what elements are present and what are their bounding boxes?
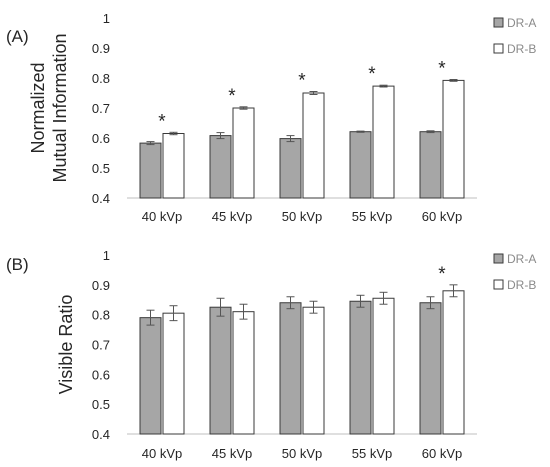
bar-dr-a-55kvp bbox=[349, 300, 372, 435]
bar-dr-a-60kvp bbox=[419, 131, 442, 199]
legend-label-dr-b: DR-B bbox=[507, 42, 536, 56]
bar-dr-b-40kvp bbox=[162, 133, 185, 199]
y-axis-label: Visible Ratio bbox=[56, 295, 76, 395]
y-tick-label: 0.4 bbox=[92, 427, 110, 442]
bar-dr-a-40kvp bbox=[139, 317, 162, 435]
significance-marker: * bbox=[438, 59, 446, 80]
bar-dr-a-40kvp bbox=[139, 142, 162, 199]
x-tick-label: 60 kVp bbox=[422, 209, 462, 224]
panel-label: (B) bbox=[6, 255, 29, 274]
bar-dr-a-50kvp bbox=[279, 138, 302, 199]
significance-marker: * bbox=[228, 86, 236, 107]
significance-marker: * bbox=[368, 64, 376, 85]
y-tick-label: 0.6 bbox=[92, 367, 110, 382]
x-tick-label: 50 kVp bbox=[282, 446, 322, 461]
y-tick-label: 0.4 bbox=[92, 191, 110, 206]
x-tick-label: 45 kVp bbox=[212, 446, 252, 461]
bar-dr-a-45kvp bbox=[209, 135, 232, 199]
chart-panel-b: (B) Visible Ratio 0.4 0.5 0.6 0.7 0.8 0.9 1 40 kV… bbox=[6, 248, 536, 461]
y-tick-label: 0.8 bbox=[92, 308, 110, 323]
y-axis-label: Mutual Information bbox=[50, 33, 70, 182]
y-tick-label: 0.6 bbox=[92, 131, 110, 146]
significance-marker: * bbox=[158, 111, 166, 132]
x-tick-label: 40 kVp bbox=[142, 446, 182, 461]
y-tick-label: 0.5 bbox=[92, 161, 110, 176]
bar-dr-a-55kvp bbox=[349, 131, 372, 199]
legend-label-dr-b: DR-B bbox=[507, 278, 536, 292]
bar-dr-a-50kvp bbox=[279, 302, 302, 435]
significance-marker: * bbox=[298, 71, 306, 92]
legend-swatch-dr-a bbox=[493, 17, 504, 28]
legend-label-dr-a: DR-A bbox=[507, 16, 536, 30]
bar-dr-b-60kvp bbox=[442, 79, 465, 199]
x-tick-label: 60 kVp bbox=[422, 446, 462, 461]
y-tick-label: 1 bbox=[103, 11, 110, 26]
x-tick-label: 55 kVp bbox=[352, 209, 392, 224]
y-tick-label: 0.8 bbox=[92, 71, 110, 86]
panel-label: (A) bbox=[6, 27, 29, 46]
x-tick-label: 40 kVp bbox=[142, 209, 182, 224]
bar-dr-b-55kvp bbox=[372, 85, 395, 199]
y-axis-label: Normalized bbox=[28, 62, 48, 153]
y-tick-label: 0.5 bbox=[92, 397, 110, 412]
significance-marker: * bbox=[438, 264, 446, 285]
bar-dr-b-60kvp bbox=[442, 290, 465, 435]
legend-swatch-dr-a bbox=[493, 253, 504, 264]
x-tick-label: 50 kVp bbox=[282, 209, 322, 224]
y-tick-label: 0.7 bbox=[92, 101, 110, 116]
y-tick-label: 0.9 bbox=[92, 41, 110, 56]
y-tick-label: 0.7 bbox=[92, 338, 110, 353]
bar-dr-b-45kvp bbox=[232, 107, 255, 199]
bar-dr-b-40kvp bbox=[162, 312, 185, 435]
bar-dr-b-55kvp bbox=[372, 297, 395, 435]
bar-dr-b-45kvp bbox=[232, 311, 255, 435]
bar-dr-b-50kvp bbox=[302, 306, 325, 435]
legend-swatch-dr-b bbox=[493, 279, 504, 290]
x-tick-label: 45 kVp bbox=[212, 209, 252, 224]
bar-dr-b-50kvp bbox=[302, 92, 325, 199]
y-tick-label: 0.9 bbox=[92, 278, 110, 293]
legend-swatch-dr-b bbox=[493, 43, 504, 54]
y-tick-label: 1 bbox=[103, 248, 110, 263]
bar-dr-a-60kvp bbox=[419, 302, 442, 435]
legend-label-dr-a: DR-A bbox=[507, 252, 536, 266]
bar-dr-a-45kvp bbox=[209, 306, 232, 435]
chart-panel-a: (A) Normalized Mutual Information 0.4 0.5 0.6… bbox=[6, 11, 536, 224]
x-tick-label: 55 kVp bbox=[352, 446, 392, 461]
